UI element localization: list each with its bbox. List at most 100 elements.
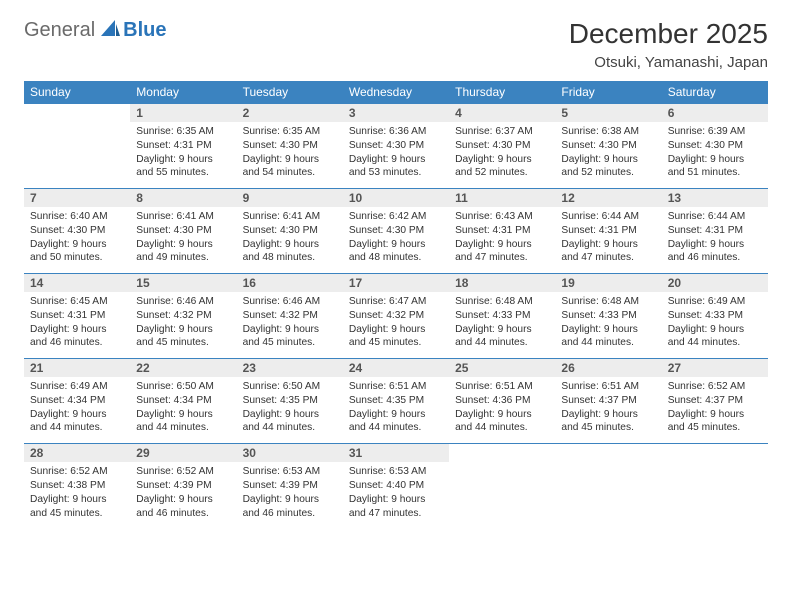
day-info: Sunrise: 6:46 AMSunset: 4:32 PMDaylight:… xyxy=(237,292,343,358)
calendar-cell: 11Sunrise: 6:43 AMSunset: 4:31 PMDayligh… xyxy=(449,189,555,274)
calendar-cell: 13Sunrise: 6:44 AMSunset: 4:31 PMDayligh… xyxy=(662,189,768,274)
day-info: Sunrise: 6:38 AMSunset: 4:30 PMDaylight:… xyxy=(555,122,661,188)
calendar-cell: 26Sunrise: 6:51 AMSunset: 4:37 PMDayligh… xyxy=(555,359,661,444)
day-info: Sunrise: 6:50 AMSunset: 4:34 PMDaylight:… xyxy=(130,377,236,443)
calendar-cell: .. xyxy=(24,104,130,189)
day-info: Sunrise: 6:40 AMSunset: 4:30 PMDaylight:… xyxy=(24,207,130,273)
location-text: Otsuki, Yamanashi, Japan xyxy=(569,54,768,71)
calendar-cell: 22Sunrise: 6:50 AMSunset: 4:34 PMDayligh… xyxy=(130,359,236,444)
day-number: 30 xyxy=(237,444,343,462)
calendar-cell: .. xyxy=(555,444,661,529)
day-number: 10 xyxy=(343,189,449,207)
day-number: 6 xyxy=(662,104,768,122)
calendar-cell: 5Sunrise: 6:38 AMSunset: 4:30 PMDaylight… xyxy=(555,104,661,189)
calendar-body: ..1Sunrise: 6:35 AMSunset: 4:31 PMDaylig… xyxy=(24,104,768,529)
day-info: Sunrise: 6:48 AMSunset: 4:33 PMDaylight:… xyxy=(555,292,661,358)
calendar-cell: 29Sunrise: 6:52 AMSunset: 4:39 PMDayligh… xyxy=(130,444,236,529)
calendar-table: SundayMondayTuesdayWednesdayThursdayFrid… xyxy=(24,81,768,528)
calendar-cell: 20Sunrise: 6:49 AMSunset: 4:33 PMDayligh… xyxy=(662,274,768,359)
day-info: Sunrise: 6:46 AMSunset: 4:32 PMDaylight:… xyxy=(130,292,236,358)
day-number: 19 xyxy=(555,274,661,292)
day-info: Sunrise: 6:35 AMSunset: 4:31 PMDaylight:… xyxy=(130,122,236,188)
page: General Blue December 2025 Otsuki, Yaman… xyxy=(0,0,792,546)
day-number: 14 xyxy=(24,274,130,292)
day-header: Saturday xyxy=(662,81,768,104)
day-number: 11 xyxy=(449,189,555,207)
day-info: Sunrise: 6:43 AMSunset: 4:31 PMDaylight:… xyxy=(449,207,555,273)
day-number: 7 xyxy=(24,189,130,207)
calendar-cell: 16Sunrise: 6:46 AMSunset: 4:32 PMDayligh… xyxy=(237,274,343,359)
day-header: Friday xyxy=(555,81,661,104)
day-info: Sunrise: 6:51 AMSunset: 4:37 PMDaylight:… xyxy=(555,377,661,443)
calendar-week-row: 14Sunrise: 6:45 AMSunset: 4:31 PMDayligh… xyxy=(24,274,768,359)
calendar-cell: 2Sunrise: 6:35 AMSunset: 4:30 PMDaylight… xyxy=(237,104,343,189)
day-info: Sunrise: 6:36 AMSunset: 4:30 PMDaylight:… xyxy=(343,122,449,188)
day-number: 20 xyxy=(662,274,768,292)
day-number: 22 xyxy=(130,359,236,377)
day-info: Sunrise: 6:52 AMSunset: 4:37 PMDaylight:… xyxy=(662,377,768,443)
calendar-cell: 23Sunrise: 6:50 AMSunset: 4:35 PMDayligh… xyxy=(237,359,343,444)
calendar-cell: 7Sunrise: 6:40 AMSunset: 4:30 PMDaylight… xyxy=(24,189,130,274)
day-number: 23 xyxy=(237,359,343,377)
day-number: 16 xyxy=(237,274,343,292)
day-number: 21 xyxy=(24,359,130,377)
calendar-cell: 31Sunrise: 6:53 AMSunset: 4:40 PMDayligh… xyxy=(343,444,449,529)
day-number: 5 xyxy=(555,104,661,122)
day-info: Sunrise: 6:44 AMSunset: 4:31 PMDaylight:… xyxy=(555,207,661,273)
brand-text-general: General xyxy=(24,19,95,42)
day-header: Tuesday xyxy=(237,81,343,104)
day-number: 1 xyxy=(130,104,236,122)
day-number: 26 xyxy=(555,359,661,377)
calendar-cell: 8Sunrise: 6:41 AMSunset: 4:30 PMDaylight… xyxy=(130,189,236,274)
month-title: December 2025 xyxy=(569,18,768,50)
day-header-row: SundayMondayTuesdayWednesdayThursdayFrid… xyxy=(24,81,768,104)
calendar-week-row: 28Sunrise: 6:52 AMSunset: 4:38 PMDayligh… xyxy=(24,444,768,529)
calendar-cell: 30Sunrise: 6:53 AMSunset: 4:39 PMDayligh… xyxy=(237,444,343,529)
day-info: Sunrise: 6:45 AMSunset: 4:31 PMDaylight:… xyxy=(24,292,130,358)
day-info: Sunrise: 6:53 AMSunset: 4:40 PMDaylight:… xyxy=(343,462,449,528)
calendar-cell: 27Sunrise: 6:52 AMSunset: 4:37 PMDayligh… xyxy=(662,359,768,444)
calendar-cell: 6Sunrise: 6:39 AMSunset: 4:30 PMDaylight… xyxy=(662,104,768,189)
day-info: Sunrise: 6:41 AMSunset: 4:30 PMDaylight:… xyxy=(130,207,236,273)
calendar-cell: 17Sunrise: 6:47 AMSunset: 4:32 PMDayligh… xyxy=(343,274,449,359)
day-number: 8 xyxy=(130,189,236,207)
logo-sail-icon xyxy=(101,20,121,43)
day-info: Sunrise: 6:35 AMSunset: 4:30 PMDaylight:… xyxy=(237,122,343,188)
day-info: Sunrise: 6:52 AMSunset: 4:39 PMDaylight:… xyxy=(130,462,236,528)
calendar-cell: 28Sunrise: 6:52 AMSunset: 4:38 PMDayligh… xyxy=(24,444,130,529)
calendar-cell: 15Sunrise: 6:46 AMSunset: 4:32 PMDayligh… xyxy=(130,274,236,359)
day-number: 27 xyxy=(662,359,768,377)
brand-logo: General Blue xyxy=(24,18,167,43)
day-info: Sunrise: 6:39 AMSunset: 4:30 PMDaylight:… xyxy=(662,122,768,188)
day-info: Sunrise: 6:50 AMSunset: 4:35 PMDaylight:… xyxy=(237,377,343,443)
day-number: 3 xyxy=(343,104,449,122)
calendar-cell: 10Sunrise: 6:42 AMSunset: 4:30 PMDayligh… xyxy=(343,189,449,274)
day-info: Sunrise: 6:37 AMSunset: 4:30 PMDaylight:… xyxy=(449,122,555,188)
calendar-cell: 21Sunrise: 6:49 AMSunset: 4:34 PMDayligh… xyxy=(24,359,130,444)
day-info: Sunrise: 6:44 AMSunset: 4:31 PMDaylight:… xyxy=(662,207,768,273)
day-header: Wednesday xyxy=(343,81,449,104)
day-number: 25 xyxy=(449,359,555,377)
calendar-cell: 3Sunrise: 6:36 AMSunset: 4:30 PMDaylight… xyxy=(343,104,449,189)
day-number: 31 xyxy=(343,444,449,462)
calendar-week-row: 21Sunrise: 6:49 AMSunset: 4:34 PMDayligh… xyxy=(24,359,768,444)
day-number: 9 xyxy=(237,189,343,207)
title-block: December 2025 Otsuki, Yamanashi, Japan xyxy=(569,18,768,71)
calendar-cell: 14Sunrise: 6:45 AMSunset: 4:31 PMDayligh… xyxy=(24,274,130,359)
calendar-cell: 25Sunrise: 6:51 AMSunset: 4:36 PMDayligh… xyxy=(449,359,555,444)
day-number: 2 xyxy=(237,104,343,122)
day-info: Sunrise: 6:51 AMSunset: 4:35 PMDaylight:… xyxy=(343,377,449,443)
day-number: 12 xyxy=(555,189,661,207)
calendar-head: SundayMondayTuesdayWednesdayThursdayFrid… xyxy=(24,81,768,104)
calendar-cell: .. xyxy=(449,444,555,529)
day-header: Sunday xyxy=(24,81,130,104)
day-info: Sunrise: 6:52 AMSunset: 4:38 PMDaylight:… xyxy=(24,462,130,528)
day-number: 4 xyxy=(449,104,555,122)
day-number: 15 xyxy=(130,274,236,292)
day-number: 17 xyxy=(343,274,449,292)
calendar-week-row: ..1Sunrise: 6:35 AMSunset: 4:31 PMDaylig… xyxy=(24,104,768,189)
calendar-cell: 18Sunrise: 6:48 AMSunset: 4:33 PMDayligh… xyxy=(449,274,555,359)
day-info: Sunrise: 6:47 AMSunset: 4:32 PMDaylight:… xyxy=(343,292,449,358)
day-number: 18 xyxy=(449,274,555,292)
brand-text-blue: Blue xyxy=(123,19,166,42)
